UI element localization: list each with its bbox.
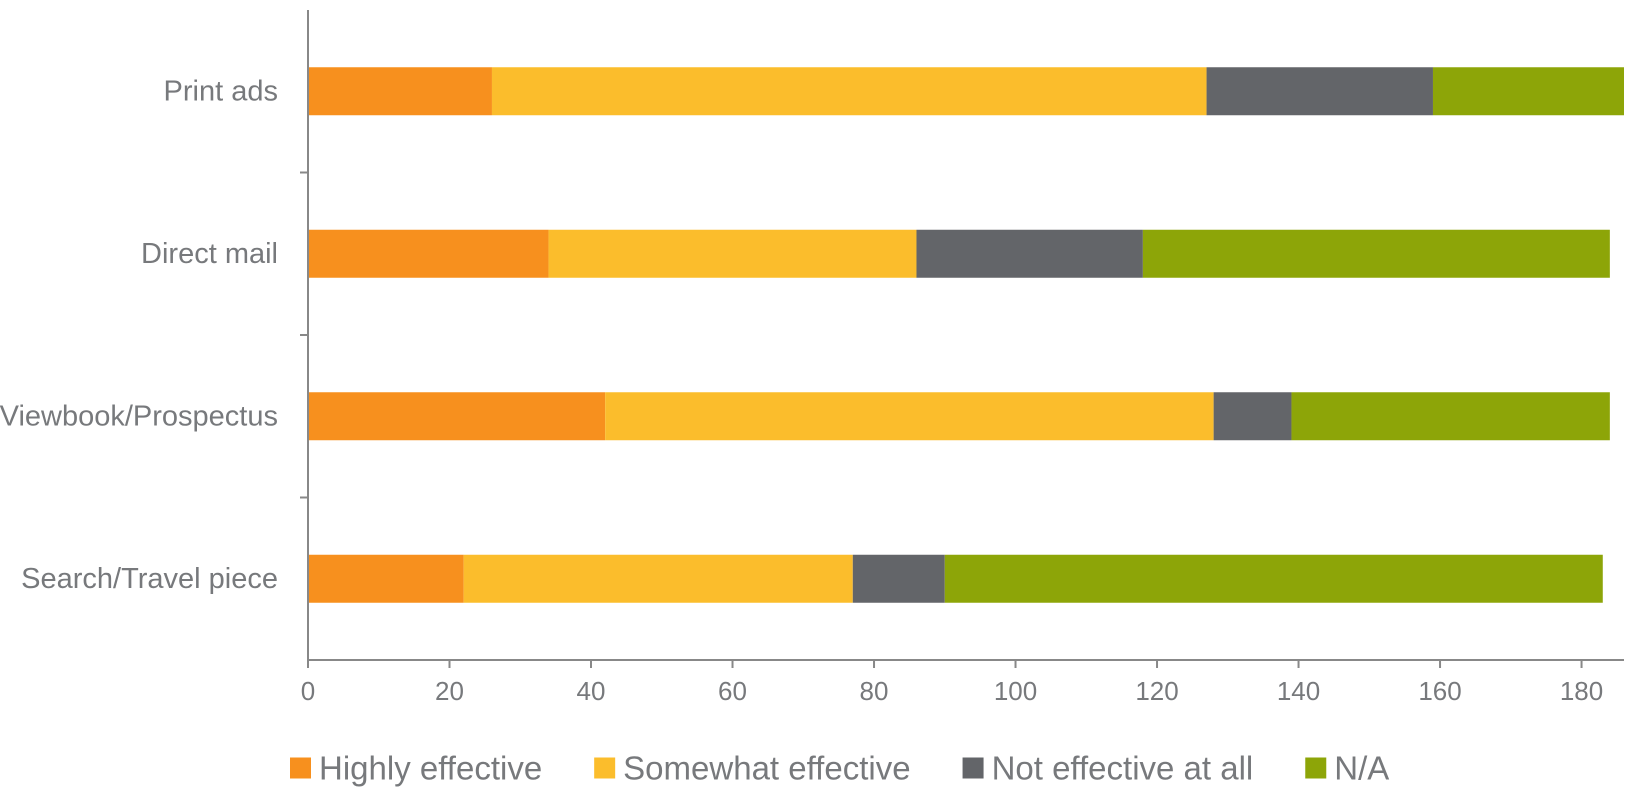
x-tick-label: 60 [718,676,747,706]
legend-item-not-effective-at-all: Not effective at all [962,750,1254,787]
category-labels-group: Print ads Direct mail Viewbook/Prospectus S… [0,75,278,595]
x-tick-label: 20 [435,676,464,706]
bar-segment-print-ads-not-effective-at-all [1206,67,1433,116]
bar-segment-search-travel-piece-n-a [944,554,1603,603]
category-label-viewbook-prospectus: Viewbook/Prospectus [0,400,278,432]
bar-segment-direct-mail-n-a [1142,229,1610,278]
x-tick-label: 140 [1277,676,1320,706]
bar-segment-search-travel-piece-somewhat-effective [463,554,853,603]
legend-label-not-effective-at-all: Not effective at all [992,750,1254,787]
bar-segment-search-travel-piece-highly-effective [308,554,464,603]
legend-swatch-highly-effective [290,757,311,779]
bar-segment-viewbook-prospectus-n-a [1291,392,1610,441]
x-tick-label: 120 [1135,676,1178,706]
category-label-direct-mail: Direct mail [141,238,278,270]
bar-segment-direct-mail-not-effective-at-all [916,229,1143,278]
x-ticks-group: 0 20 40 60 80 100 120 140 160 180 [301,660,1603,706]
x-tick-label: 40 [577,676,606,706]
x-tick-label: 160 [1418,676,1461,706]
bar-segment-print-ads-somewhat-effective [491,67,1207,116]
legend-item-somewhat-effective: Somewhat effective [594,750,911,787]
bar-segment-direct-mail-somewhat-effective [548,229,917,278]
x-tick-label: 100 [994,676,1037,706]
legend-item-n-a: N/A [1305,750,1389,787]
legend-label-somewhat-effective: Somewhat effective [623,750,910,787]
legend-label-n-a: N/A [1334,750,1389,787]
category-label-search-travel-piece: Search/Travel piece [21,563,278,595]
legend-swatch-somewhat-effective [594,757,616,779]
x-tick-label: 180 [1560,676,1603,706]
x-tick-label: 80 [860,676,889,706]
axes-group [300,10,1624,661]
bar-segment-print-ads-highly-effective [308,67,492,116]
bar-segment-search-travel-piece-not-effective-at-all [852,554,945,603]
bar-segment-viewbook-prospectus-somewhat-effective [605,392,1214,441]
category-label-print-ads: Print ads [164,75,278,107]
bar-segment-viewbook-prospectus-not-effective-at-all [1213,392,1292,441]
legend-swatch-not-effective-at-all [962,757,984,779]
legend: Highly effective Somewhat effective Not ef… [290,750,1389,787]
bar-segment-direct-mail-highly-effective [308,229,549,278]
bar-segment-print-ads-n-a [1432,67,1624,116]
bars-group [308,67,1624,603]
legend-label-highly-effective: Highly effective [319,750,542,787]
x-tick-label: 0 [301,676,315,706]
legend-swatch-n-a [1305,757,1327,779]
legend-item-highly-effective: Highly effective [290,750,542,787]
bar-segment-viewbook-prospectus-highly-effective [308,392,606,441]
